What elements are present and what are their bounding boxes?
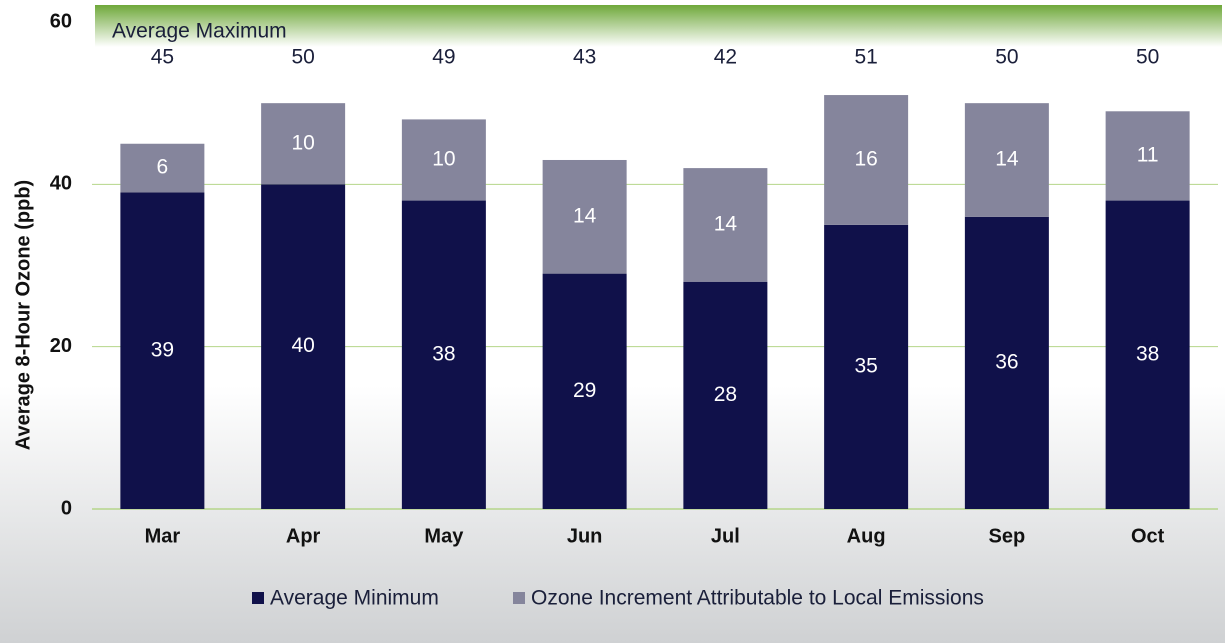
bar-segment <box>261 184 346 510</box>
segment-label: 28 <box>714 383 737 406</box>
bar-segment <box>1105 111 1190 201</box>
bar-segment <box>824 95 909 225</box>
segment-label: 14 <box>995 148 1019 171</box>
segment-label: 38 <box>432 342 455 365</box>
bar-segment <box>261 103 346 185</box>
legend-swatch <box>252 592 264 604</box>
segment-label: 14 <box>573 204 597 227</box>
segment-label: 35 <box>854 355 877 378</box>
y-axis-label: Average 8-Hour Ozone (ppb) <box>12 180 34 450</box>
x-tick-label: Oct <box>1131 525 1165 547</box>
segment-label: 6 <box>157 156 169 179</box>
x-tick-label: May <box>424 525 464 547</box>
y-tick-label: 20 <box>50 335 72 357</box>
bar-segment <box>401 200 486 510</box>
segment-label: 39 <box>151 338 174 361</box>
total-label: 50 <box>995 46 1018 69</box>
bar-segment <box>683 168 768 282</box>
y-tick-label: 40 <box>50 173 72 195</box>
total-label: 50 <box>291 46 314 69</box>
legend-label: Ozone Increment Attributable to Local Em… <box>531 587 984 610</box>
y-tick-label: 0 <box>61 497 72 519</box>
bar-segment <box>683 281 768 509</box>
x-tick-label: Jul <box>711 525 740 547</box>
x-tick-label: Apr <box>286 525 321 547</box>
segment-label: 29 <box>573 379 596 402</box>
y-tick-label: 60 <box>50 10 72 32</box>
total-label: 49 <box>432 46 455 69</box>
total-label: 42 <box>714 46 737 69</box>
bar-segment <box>1105 200 1190 510</box>
total-label: 45 <box>151 46 174 69</box>
bar-segment <box>120 143 205 193</box>
max-band <box>95 5 1222 47</box>
segment-label: 36 <box>995 350 1018 373</box>
segment-label: 10 <box>291 131 314 154</box>
legend-label: Average Minimum <box>270 587 439 610</box>
total-label: 50 <box>1136 46 1159 69</box>
bar-segment <box>824 224 909 509</box>
bar-segment <box>542 159 627 274</box>
total-label: 51 <box>854 46 877 69</box>
segment-label: 11 <box>1137 143 1159 166</box>
x-tick-label: Aug <box>847 525 886 547</box>
total-label: 43 <box>573 46 596 69</box>
segment-label: 16 <box>854 148 877 171</box>
x-tick-label: Jun <box>567 525 603 547</box>
totals-label: Average Maximum <box>112 20 287 43</box>
segment-label: 10 <box>432 148 455 171</box>
segment-label: 40 <box>291 334 314 357</box>
bar-segment <box>120 192 205 509</box>
bar-segment <box>401 119 486 201</box>
segment-label: 38 <box>1136 342 1159 365</box>
segment-label: 14 <box>714 212 738 235</box>
legend-swatch <box>513 592 525 604</box>
x-tick-label: Sep <box>989 525 1026 547</box>
bar-segment <box>964 216 1049 510</box>
bar-segment <box>964 103 1049 217</box>
x-tick-label: Mar <box>145 525 181 547</box>
bar-segment <box>542 273 627 509</box>
